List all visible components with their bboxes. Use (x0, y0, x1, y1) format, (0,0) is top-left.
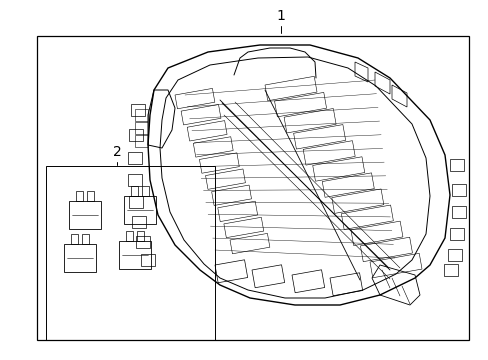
Text: 2: 2 (113, 145, 122, 159)
Text: 1: 1 (276, 9, 285, 23)
Bar (37, 36, 468, 340)
Bar (46, 166, 215, 340)
